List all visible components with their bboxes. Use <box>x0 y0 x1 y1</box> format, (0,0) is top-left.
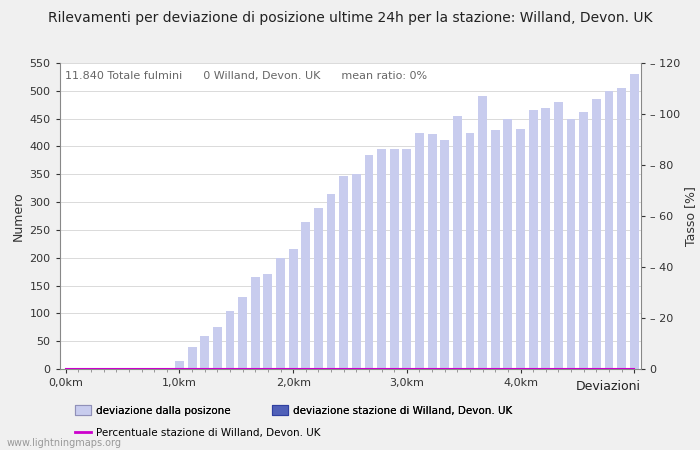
Text: www.lightningmaps.org: www.lightningmaps.org <box>7 438 122 448</box>
Y-axis label: Tasso [%]: Tasso [%] <box>684 186 697 246</box>
Bar <box>415 133 424 369</box>
Bar <box>453 116 462 369</box>
Bar <box>276 258 285 369</box>
Bar <box>630 74 638 369</box>
Bar <box>251 277 260 369</box>
Bar <box>605 91 613 369</box>
Legend: deviazione dalla posizone, deviazione stazione di Willand, Devon. UK: deviazione dalla posizone, deviazione st… <box>75 405 512 415</box>
Bar <box>340 176 348 369</box>
Bar <box>175 361 184 369</box>
Bar <box>302 221 310 369</box>
Bar <box>200 336 209 369</box>
Y-axis label: Numero: Numero <box>12 191 25 241</box>
Bar <box>238 297 247 369</box>
Bar <box>188 347 197 369</box>
Bar <box>402 149 412 369</box>
Bar <box>428 134 437 369</box>
Legend: Percentuale stazione di Willand, Devon. UK: Percentuale stazione di Willand, Devon. … <box>75 428 321 438</box>
Bar <box>541 108 550 369</box>
Bar <box>579 112 588 369</box>
Bar <box>314 207 323 369</box>
Bar <box>213 327 222 369</box>
Bar <box>225 310 234 369</box>
Bar <box>466 133 475 369</box>
Bar <box>288 249 298 369</box>
Bar <box>365 155 373 369</box>
Bar <box>554 102 563 369</box>
Text: Deviazioni: Deviazioni <box>575 380 640 393</box>
Bar <box>617 88 626 369</box>
Bar <box>592 99 601 369</box>
Bar <box>352 174 361 369</box>
Bar <box>566 119 575 369</box>
Bar <box>516 129 525 369</box>
Bar <box>327 194 335 369</box>
Bar <box>491 130 500 369</box>
Bar <box>377 149 386 369</box>
Bar <box>528 110 538 369</box>
Bar <box>440 140 449 369</box>
Bar <box>263 274 272 369</box>
Bar <box>390 149 398 369</box>
Text: Rilevamenti per deviazione di posizione ultime 24h per la stazione: Willand, Dev: Rilevamenti per deviazione di posizione … <box>48 11 652 25</box>
Text: 11.840 Totale fulmini      0 Willand, Devon. UK      mean ratio: 0%: 11.840 Totale fulmini 0 Willand, Devon. … <box>65 71 428 81</box>
Bar <box>478 96 487 369</box>
Bar <box>503 119 512 369</box>
